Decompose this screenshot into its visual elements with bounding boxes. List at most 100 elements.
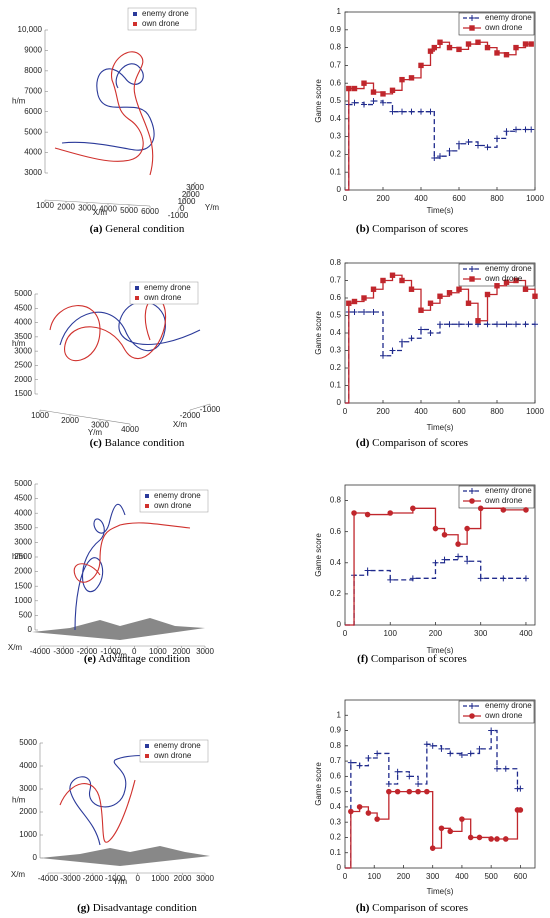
marker bbox=[494, 836, 500, 842]
marker bbox=[441, 556, 448, 563]
marker bbox=[370, 309, 377, 315]
caption-text: General condition bbox=[105, 223, 185, 235]
y-tick-label: 0.4 bbox=[330, 802, 342, 811]
own-path bbox=[54, 51, 154, 176]
marker bbox=[387, 576, 394, 583]
y-tick-label: 1 bbox=[337, 710, 342, 719]
z-tick-label: 4500 bbox=[14, 303, 32, 312]
marker bbox=[408, 75, 415, 81]
x-tick-label: 3000 bbox=[91, 420, 109, 429]
z-tick-label: 3000 bbox=[24, 168, 42, 177]
legend-label: own drone bbox=[144, 293, 182, 302]
legend-label: enemy drone bbox=[154, 491, 201, 500]
marker bbox=[528, 126, 535, 133]
caption: (a) General condition bbox=[90, 223, 185, 235]
y-tick-label: 0.1 bbox=[330, 848, 342, 857]
y-tick-label: 0.8 bbox=[330, 43, 342, 52]
legend-marker bbox=[145, 504, 149, 508]
y-tick-label: 0.4 bbox=[330, 328, 342, 337]
marker bbox=[455, 541, 461, 547]
y-tick-label: 0.4 bbox=[330, 558, 342, 567]
x-axis-label: Time(s) bbox=[427, 646, 454, 655]
marker bbox=[361, 101, 367, 108]
marker bbox=[432, 525, 439, 532]
x-tick-label: 3000 bbox=[196, 647, 214, 656]
marker bbox=[469, 266, 475, 272]
x-tick-label: 0 bbox=[132, 647, 137, 656]
x-tick-label: 600 bbox=[514, 872, 528, 881]
marker bbox=[446, 44, 453, 51]
y-tick-label: 0 bbox=[337, 863, 342, 872]
x-tick-label: -2000 bbox=[83, 874, 104, 883]
enemy-path bbox=[59, 301, 201, 352]
marker bbox=[522, 321, 529, 328]
caption-text: Advantage condition bbox=[98, 653, 190, 665]
x-tick-label: 1000 bbox=[526, 407, 544, 416]
marker bbox=[365, 810, 372, 816]
caption-text: Comparison of scores bbox=[372, 902, 468, 914]
x-tick-label: 200 bbox=[376, 194, 390, 203]
y-axis-label: Y/m bbox=[113, 877, 128, 886]
marker bbox=[365, 755, 372, 762]
marker bbox=[415, 781, 422, 787]
y-tick-label: 0.5 bbox=[330, 311, 342, 320]
legend-label: own drone bbox=[485, 274, 523, 283]
marker bbox=[389, 347, 396, 354]
marker bbox=[465, 321, 472, 328]
x-tick-label: 1000 bbox=[151, 874, 169, 883]
marker bbox=[364, 567, 371, 574]
marker bbox=[380, 99, 386, 106]
z-tick-label: 7000 bbox=[24, 86, 42, 95]
terrain bbox=[40, 846, 210, 866]
marker bbox=[429, 845, 436, 851]
caption-text: Balance condition bbox=[105, 437, 185, 449]
marker bbox=[476, 834, 483, 841]
marker bbox=[469, 25, 475, 31]
marker bbox=[374, 750, 381, 757]
caption-text: Comparison of scores bbox=[372, 223, 468, 235]
marker bbox=[484, 144, 491, 151]
marker bbox=[437, 293, 443, 299]
marker bbox=[399, 338, 405, 345]
y-tick-label: 0.2 bbox=[330, 363, 342, 372]
z-axis-label: h/m bbox=[12, 97, 26, 106]
z-tick-label: 1500 bbox=[14, 581, 32, 590]
own-path bbox=[59, 779, 136, 843]
marker bbox=[429, 742, 436, 749]
z-tick-label: 5000 bbox=[19, 738, 37, 747]
legend-box bbox=[139, 739, 209, 763]
caption-label: (e) bbox=[84, 653, 97, 665]
marker bbox=[500, 575, 507, 582]
marker bbox=[494, 135, 500, 142]
z-tick-label: 10,000 bbox=[18, 25, 43, 34]
caption: (h) Comparison of scores bbox=[356, 902, 468, 914]
legend-marker bbox=[133, 22, 137, 26]
z-tick-label: 2500 bbox=[14, 361, 32, 370]
z-tick-label: 1000 bbox=[14, 596, 32, 605]
marker bbox=[458, 751, 465, 758]
enemy-path bbox=[74, 503, 126, 631]
y-tick-label: 0.2 bbox=[330, 589, 342, 598]
x-tick-label: 4000 bbox=[99, 205, 117, 214]
x-tick-label: 800 bbox=[490, 194, 504, 203]
z-tick-label: 2000 bbox=[14, 567, 32, 576]
marker bbox=[406, 788, 413, 795]
z-tick-label: 4000 bbox=[19, 761, 37, 770]
marker bbox=[370, 286, 377, 292]
marker bbox=[438, 745, 445, 752]
y-tick-label: 0.8 bbox=[330, 258, 342, 267]
marker bbox=[399, 76, 405, 83]
marker bbox=[408, 335, 415, 342]
x-tick-label: 0 bbox=[343, 872, 348, 881]
marker bbox=[427, 108, 434, 115]
legend-label: enemy drone bbox=[485, 486, 532, 495]
legend-marker bbox=[133, 12, 137, 16]
marker bbox=[410, 505, 416, 512]
x-tick-label: 0 bbox=[135, 874, 140, 883]
z-tick-label: 2000 bbox=[14, 375, 32, 384]
marker bbox=[467, 750, 474, 757]
x-tick-label: -1000 bbox=[105, 874, 126, 883]
z-tick-label: 1500 bbox=[14, 389, 32, 398]
x-tick-label: 5000 bbox=[120, 206, 138, 215]
x-tick-label: 500 bbox=[484, 872, 498, 881]
